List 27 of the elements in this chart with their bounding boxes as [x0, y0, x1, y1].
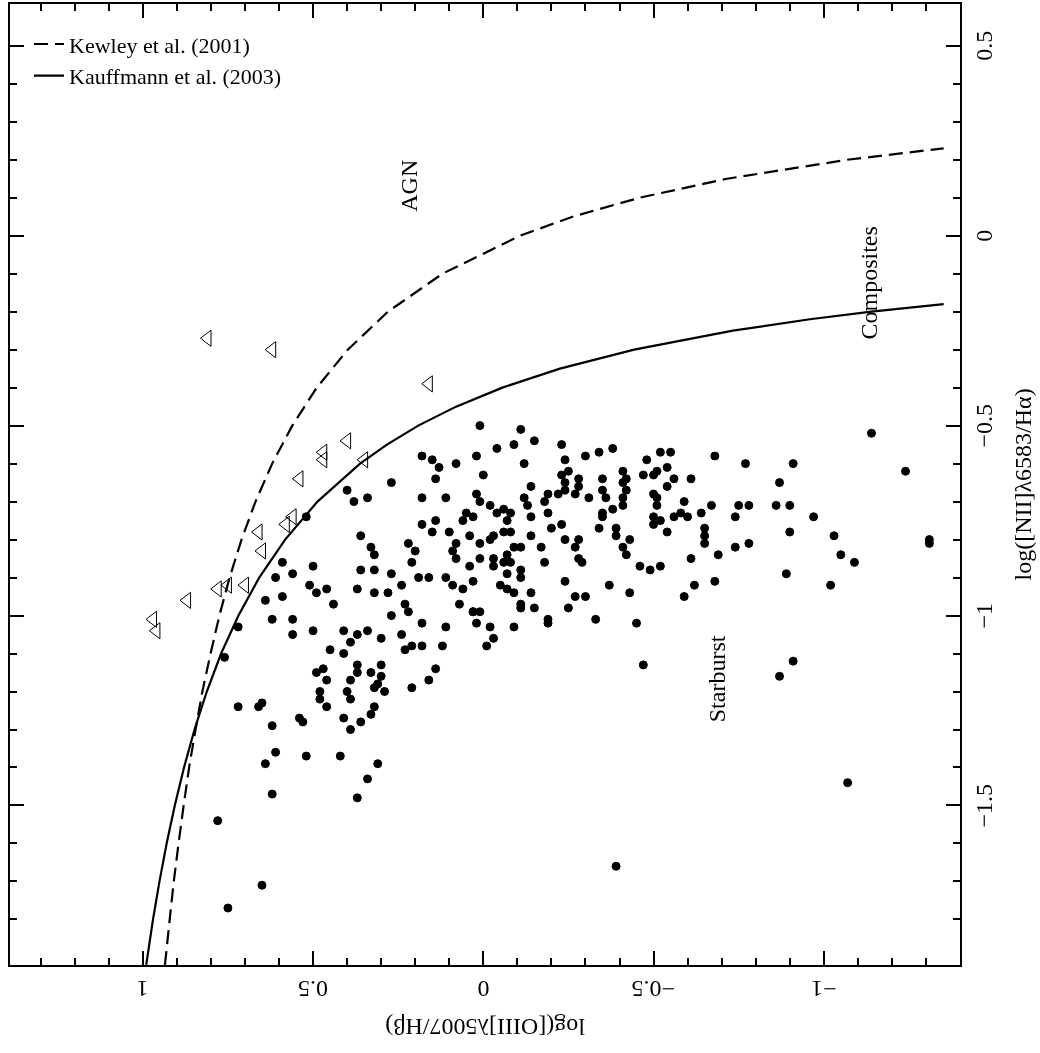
x-tick-label: 0.5: [298, 976, 329, 1002]
y-axis-title: log([NII]λ6583/Hα): [1009, 388, 1036, 581]
annotation: Starburst: [703, 635, 730, 723]
x-tick-label: −1: [811, 976, 837, 1002]
y-tick-label: 0.5: [971, 30, 998, 61]
point: [356, 451, 369, 469]
point: [199, 329, 212, 347]
y-tick-label: −1: [971, 603, 998, 629]
point: [264, 341, 277, 359]
x-tick-label: −0.5: [631, 976, 676, 1002]
y-tick-label: 0: [971, 229, 998, 242]
point: [339, 432, 352, 450]
legend-label: Kauffmann et al. (2003): [69, 64, 282, 90]
x-tick-label: 0: [477, 976, 490, 1002]
y-tick-label: −0.5: [971, 404, 998, 448]
annotation: AGN: [396, 159, 423, 212]
point: [315, 443, 328, 461]
point: [148, 622, 161, 640]
x-axis-title: log([OIII]λ5007/Hβ): [385, 1014, 585, 1040]
annotation: Composites: [856, 226, 883, 340]
point: [145, 610, 158, 628]
point: [315, 451, 328, 469]
x-tick-label: 1: [136, 976, 149, 1002]
legend-label: Kewley et al. (2001): [69, 32, 250, 58]
point: [291, 470, 304, 488]
y-tick-label: −1.5: [970, 783, 997, 828]
point: [179, 591, 192, 609]
